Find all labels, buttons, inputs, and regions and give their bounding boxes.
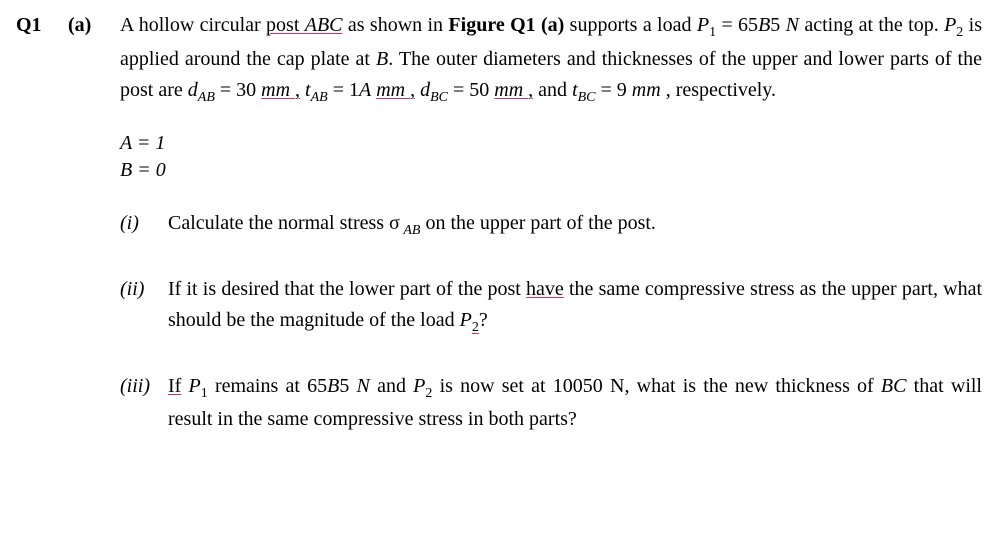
var-p: P bbox=[413, 375, 425, 397]
subquestion-i: (i) Calculate the normal stress σ AB on … bbox=[120, 208, 982, 242]
var-a: A bbox=[359, 79, 371, 101]
question-content: A hollow circular post ABC as shown in F… bbox=[120, 10, 982, 435]
text: and bbox=[533, 79, 572, 101]
var-p: P bbox=[697, 14, 709, 36]
variables-block: A = 1 B = 0 bbox=[120, 130, 982, 184]
text: as shown in bbox=[343, 14, 449, 36]
subq-text: If it is desired that the lower part of … bbox=[168, 274, 982, 339]
subquestion-ii: (ii) If it is desired that the lower par… bbox=[120, 274, 982, 339]
unit-mm: mm bbox=[261, 79, 295, 101]
text bbox=[181, 375, 188, 397]
text: , respectively. bbox=[661, 79, 776, 101]
intro-paragraph: A hollow circular post ABC as shown in F… bbox=[120, 10, 982, 108]
text: If it is desired that the lower part of … bbox=[168, 278, 526, 300]
sub: 1 bbox=[201, 386, 208, 401]
subpart-label: (a) bbox=[68, 10, 120, 435]
bc: BC bbox=[881, 375, 907, 397]
var-b: B bbox=[327, 375, 339, 397]
question-container: Q1 (a) A hollow circular post ABC as sho… bbox=[16, 10, 982, 435]
text: acting at the top. bbox=[799, 14, 944, 36]
sub: AB bbox=[400, 223, 421, 238]
subq-number: (i) bbox=[120, 208, 168, 242]
figure-ref: Figure Q1 (a) bbox=[448, 14, 564, 36]
post-abc-underline: post ABC bbox=[266, 14, 342, 36]
sub: 1 bbox=[709, 25, 716, 40]
text: = 50 bbox=[448, 79, 494, 101]
var-p: P bbox=[189, 375, 201, 397]
text: = 65 bbox=[716, 14, 758, 36]
text: 5 bbox=[770, 14, 785, 36]
subq-text: If P1 remains at 65B5 N and P2 is now se… bbox=[168, 371, 982, 436]
var-b: B bbox=[758, 14, 770, 36]
text: ? bbox=[479, 309, 488, 331]
text: and bbox=[370, 375, 413, 397]
unit-mm: mm bbox=[376, 79, 410, 101]
text: on the upper part of the post. bbox=[420, 212, 656, 234]
text: Calculate the normal stress σ bbox=[168, 212, 400, 234]
var-a-line: A = 1 bbox=[120, 130, 982, 157]
var-p: P bbox=[944, 14, 956, 36]
unit-n: N bbox=[357, 375, 370, 397]
subq-text: Calculate the normal stress σ AB on the … bbox=[168, 208, 982, 242]
text: 5 bbox=[339, 375, 356, 397]
text: remains at 65 bbox=[208, 375, 327, 397]
subquestion-iii: (iii) If P1 remains at 65B5 N and P2 is … bbox=[120, 371, 982, 436]
unit-n: N bbox=[786, 14, 799, 36]
sub: BC bbox=[430, 90, 448, 105]
var-d: d bbox=[188, 79, 198, 101]
var-b-line: B = 0 bbox=[120, 157, 982, 184]
text: supports a load bbox=[564, 14, 697, 36]
var-p: P bbox=[460, 309, 472, 331]
text-italic: ABC bbox=[305, 14, 343, 36]
have-underline: have bbox=[526, 278, 564, 300]
text: A hollow circular bbox=[120, 14, 266, 36]
question-number: Q1 bbox=[16, 10, 68, 435]
unit-mm: mm bbox=[494, 79, 528, 101]
text: = 9 bbox=[596, 79, 632, 101]
var-d: d bbox=[420, 79, 430, 101]
sub: 2 bbox=[472, 320, 479, 335]
sub: AB bbox=[198, 90, 215, 105]
sub: AB bbox=[311, 90, 328, 105]
subq-number: (ii) bbox=[120, 274, 168, 339]
text: = 1 bbox=[328, 79, 359, 101]
text: = 30 bbox=[215, 79, 261, 101]
text: is now set at 10050 N, what is the new t… bbox=[432, 375, 881, 397]
text: post bbox=[266, 14, 305, 36]
point-b: B bbox=[376, 48, 388, 70]
if-underline: If bbox=[168, 375, 181, 397]
subq-number: (iii) bbox=[120, 371, 168, 436]
sub: BC bbox=[578, 90, 596, 105]
unit-mm: mm bbox=[632, 79, 661, 101]
